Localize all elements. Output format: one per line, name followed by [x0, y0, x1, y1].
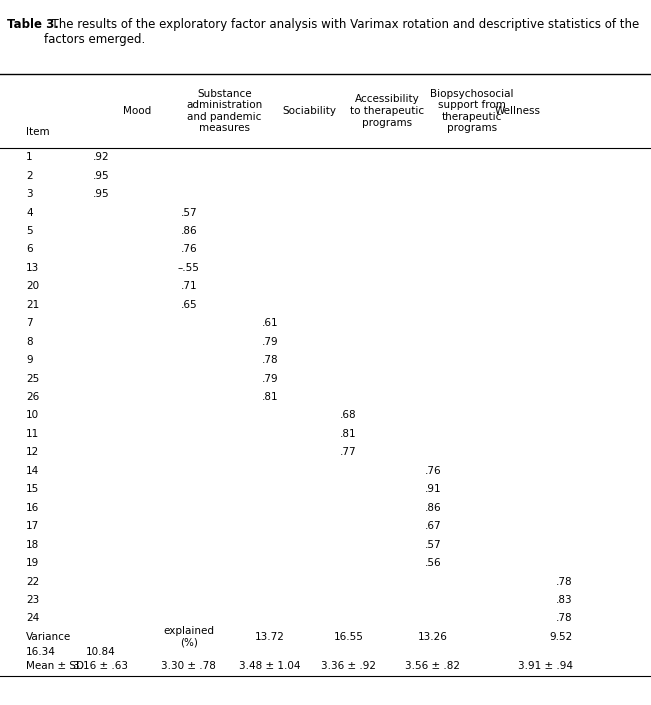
Text: .78: .78 [556, 613, 573, 623]
Text: 19: 19 [26, 558, 39, 568]
Text: 3.91 ± .94: 3.91 ± .94 [518, 661, 573, 671]
Text: 16.34: 16.34 [26, 646, 56, 656]
Text: Table 3.: Table 3. [7, 18, 59, 30]
Text: .79: .79 [262, 337, 279, 347]
Text: 11: 11 [26, 429, 39, 439]
Text: .91: .91 [424, 484, 441, 494]
Text: The results of the exploratory factor analysis with Varimax rotation and descrip: The results of the exploratory factor an… [44, 18, 639, 46]
Text: .92: .92 [92, 152, 109, 162]
Text: Accessibility
to therapeutic
programs: Accessibility to therapeutic programs [350, 94, 424, 128]
Text: .86: .86 [424, 503, 441, 513]
Text: .81: .81 [262, 392, 279, 402]
Text: .81: .81 [340, 429, 357, 439]
Text: 9.52: 9.52 [549, 632, 573, 642]
Text: 15: 15 [26, 484, 39, 494]
Text: Item: Item [26, 128, 49, 137]
Text: 13: 13 [26, 263, 39, 273]
Text: 5: 5 [26, 226, 33, 236]
Text: 21: 21 [26, 300, 39, 309]
Text: 1: 1 [26, 152, 33, 162]
Text: .79: .79 [262, 374, 279, 384]
Text: 16.55: 16.55 [333, 632, 363, 642]
Text: Sociability: Sociability [283, 106, 336, 116]
Text: Wellness: Wellness [495, 106, 540, 116]
Text: .71: .71 [180, 281, 197, 291]
Text: .86: .86 [180, 226, 197, 236]
Text: .61: .61 [262, 318, 279, 329]
Text: 13.26: 13.26 [418, 632, 448, 642]
Text: 7: 7 [26, 318, 33, 329]
Text: .68: .68 [340, 410, 357, 420]
Text: .67: .67 [424, 521, 441, 531]
Text: Substance
administration
and pandemic
measures: Substance administration and pandemic me… [186, 89, 263, 133]
Text: 23: 23 [26, 595, 39, 605]
Text: Variance: Variance [26, 632, 72, 642]
Text: 10: 10 [26, 410, 39, 420]
Text: 8: 8 [26, 337, 33, 347]
Text: .76: .76 [180, 245, 197, 255]
Text: Biopsychosocial
support from
therapeutic
programs: Biopsychosocial support from therapeutic… [430, 89, 514, 133]
Text: .57: .57 [424, 539, 441, 550]
Text: 3.48 ± 1.04: 3.48 ± 1.04 [240, 661, 301, 671]
Text: .95: .95 [92, 171, 109, 180]
Text: 25: 25 [26, 374, 39, 384]
Text: 4: 4 [26, 207, 33, 218]
Text: .57: .57 [180, 207, 197, 218]
Text: 9: 9 [26, 355, 33, 365]
Text: 3.56 ± .82: 3.56 ± .82 [406, 661, 460, 671]
Text: 24: 24 [26, 613, 39, 623]
Text: 3.36 ± .92: 3.36 ± .92 [321, 661, 376, 671]
Text: .65: .65 [180, 300, 197, 309]
Text: 14: 14 [26, 466, 39, 476]
Text: .76: .76 [424, 466, 441, 476]
Text: 13.72: 13.72 [255, 632, 285, 642]
Text: 16: 16 [26, 503, 39, 513]
Text: .83: .83 [556, 595, 573, 605]
Text: 22: 22 [26, 577, 39, 587]
Text: 12: 12 [26, 448, 39, 458]
Text: 10.84: 10.84 [86, 646, 116, 656]
Text: 6: 6 [26, 245, 33, 255]
Text: .56: .56 [424, 558, 441, 568]
Text: 20: 20 [26, 281, 39, 291]
Text: 18: 18 [26, 539, 39, 550]
Text: 3: 3 [26, 189, 33, 199]
Text: .95: .95 [92, 189, 109, 199]
Text: 26: 26 [26, 392, 39, 402]
Text: Mood: Mood [122, 106, 151, 116]
Text: .77: .77 [340, 448, 357, 458]
Text: 3.30 ± .78: 3.30 ± .78 [161, 661, 216, 671]
Text: .78: .78 [262, 355, 279, 365]
Text: 2: 2 [26, 171, 33, 180]
Text: 17: 17 [26, 521, 39, 531]
Text: Mean ± SD: Mean ± SD [26, 661, 84, 671]
Text: explained
(%): explained (%) [163, 626, 214, 648]
Text: –.55: –.55 [178, 263, 200, 273]
Text: 3.16 ± .63: 3.16 ± .63 [74, 661, 128, 671]
Text: .78: .78 [556, 577, 573, 587]
